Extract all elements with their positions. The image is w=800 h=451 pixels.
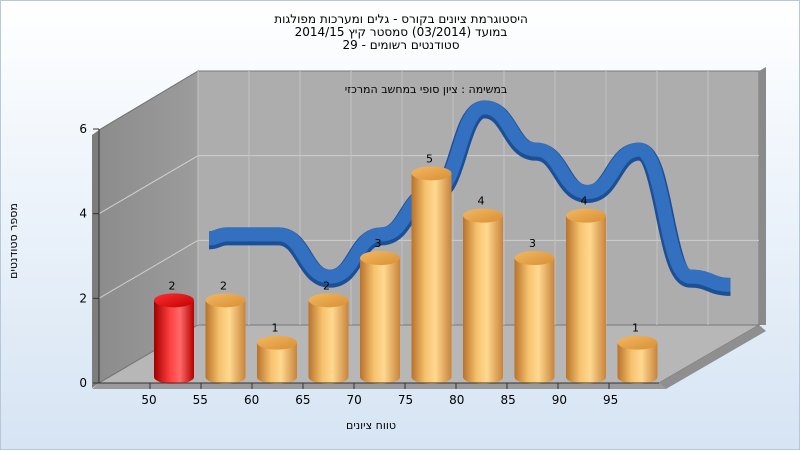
x-tick-label-55: 55 [193, 393, 208, 407]
floor-edge [659, 325, 766, 389]
x-tick-label-75: 75 [398, 393, 413, 407]
bar-80: 4 [463, 195, 503, 384]
bar-body-80 [463, 215, 503, 384]
bar-top-90 [566, 208, 606, 223]
bar-body-75 [411, 173, 452, 384]
bar-body-85 [514, 258, 555, 384]
chart-title-line-1: היסטוגרמת ציונים בקורס - גלים ומערכות מפ… [274, 12, 528, 26]
bar-value-label-90: 4 [581, 195, 588, 208]
bar-top-95 [617, 335, 658, 350]
bar-60: 1 [257, 322, 297, 384]
bar-85: 3 [514, 237, 555, 384]
bar-body-50 [154, 300, 194, 384]
chart-title-line-2: במועד (03/2014) סמסטר קיץ 2014/15 [294, 25, 508, 39]
bar-top-50 [154, 293, 194, 308]
grid-line-left-0 [98, 239, 199, 299]
x-tick-label-80: 80 [449, 393, 464, 407]
bar-value-label-55: 2 [220, 279, 227, 292]
bar-body-65 [308, 300, 349, 384]
trend-ribbon [208, 100, 731, 296]
bar-top-85 [514, 251, 555, 265]
bar-value-label-65: 2 [323, 279, 330, 292]
floor-front-edge [92, 383, 666, 389]
x-tick-label-70: 70 [347, 393, 362, 407]
y-axis-title: מספר סטודנטים [7, 203, 20, 279]
bar-body-90 [566, 215, 606, 384]
bar-50: 2 [154, 279, 194, 384]
y-tick-label-4: 4 [79, 207, 87, 221]
x-tick-label-50: 50 [141, 393, 156, 407]
x-tick-label-90: 90 [552, 393, 567, 407]
bar-value-label-60: 1 [272, 322, 279, 335]
x-axis-title: טווח ציונים [346, 419, 396, 432]
bar-top-80 [463, 208, 503, 223]
y-tick-label-2: 2 [79, 291, 87, 305]
y-tick-label-0: 0 [79, 376, 87, 390]
bar-value-label-85: 3 [529, 237, 536, 250]
bar-value-label-95: 1 [632, 322, 639, 335]
y-axis: 0 2 4 6 [79, 122, 100, 390]
bar-top-60 [257, 335, 297, 350]
bar-top-70 [360, 251, 400, 265]
bar-body-70 [360, 258, 400, 384]
bar-90: 4 [566, 195, 606, 384]
y-tick-label-6: 6 [79, 122, 87, 136]
bar-top-55 [205, 293, 246, 308]
x-axis: 50 55 60 65 70 75 80 85 90 95 [99, 382, 659, 407]
bar-body-60 [257, 342, 297, 384]
bars: 2 2 1 2 3 5 4 3 4 1 [154, 152, 658, 384]
bar-top-75 [411, 166, 452, 181]
bar-top-65 [308, 293, 349, 308]
bar-95: 1 [617, 322, 658, 384]
bar-65: 2 [308, 279, 349, 384]
bar-value-label-75: 5 [426, 152, 433, 165]
bar-body-95 [617, 342, 658, 384]
x-tick-label-65: 65 [295, 393, 310, 407]
bar-body-55 [205, 300, 246, 384]
x-tick-label-85: 85 [500, 393, 515, 407]
bar-70: 3 [360, 237, 400, 384]
chart-subtitle: במשימה : ציון סופי במחשב המרכזי [345, 83, 508, 96]
bar-value-label-50: 2 [169, 279, 176, 292]
trend-ribbon-band [208, 100, 731, 292]
bar-value-label-80: 4 [478, 195, 485, 208]
x-tick-label-95: 95 [603, 393, 618, 407]
bar-75: 5 [411, 152, 452, 384]
x-tick-label-60: 60 [244, 393, 259, 407]
bar-value-label-70: 3 [375, 237, 382, 250]
grid-line-left-1 [98, 155, 199, 215]
back-wall-edge [759, 67, 766, 325]
left-wall-edge [92, 130, 99, 388]
chart-title-line-3: סטודנטים רשומים - 29 [342, 38, 460, 52]
bar-55: 2 [205, 279, 246, 384]
